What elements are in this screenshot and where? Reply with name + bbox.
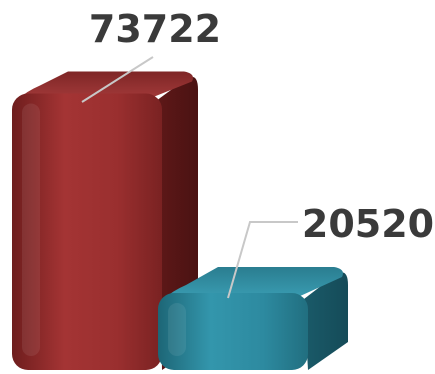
bar-1-top bbox=[18, 71, 193, 100]
data-label-2: 20520 bbox=[302, 202, 434, 246]
data-label-1: 73722 bbox=[89, 7, 221, 51]
bar-2-front bbox=[158, 293, 308, 370]
bar-1-front bbox=[12, 93, 162, 370]
leader-line-2 bbox=[227, 221, 298, 299]
bar-2-top bbox=[164, 267, 343, 300]
bar-2-highlight bbox=[168, 303, 186, 356]
bar-2 bbox=[158, 267, 348, 370]
bar-2-side bbox=[304, 272, 348, 370]
bar-1-highlight bbox=[22, 103, 40, 356]
leader-lines-layer bbox=[81, 56, 298, 299]
data-labels-layer: 73722 20520 bbox=[89, 7, 434, 246]
leader-line-1 bbox=[81, 56, 154, 103]
bars-layer bbox=[12, 71, 348, 371]
